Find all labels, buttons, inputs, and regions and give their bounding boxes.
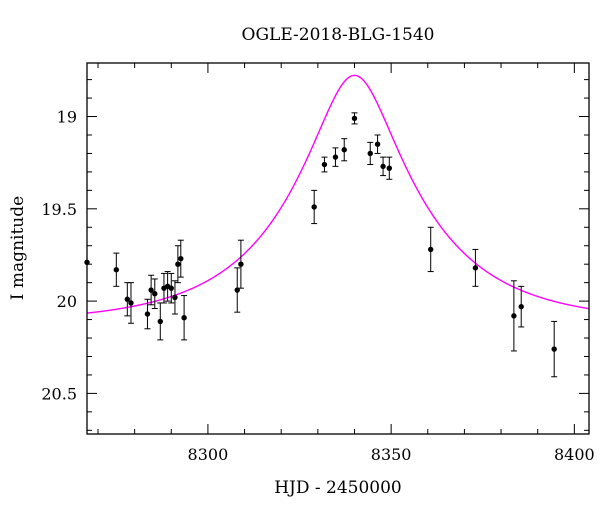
tick-marks xyxy=(87,63,589,434)
data-point xyxy=(374,141,381,147)
y-tick-label: 19.5 xyxy=(41,200,77,219)
data-point xyxy=(332,154,339,160)
x-tick-label: 8300 xyxy=(188,445,229,464)
x-tick-label: 8350 xyxy=(371,445,412,464)
data-point xyxy=(175,261,181,267)
model-curve xyxy=(86,74,590,314)
data-point xyxy=(172,294,178,301)
data-point xyxy=(511,313,517,319)
data-point xyxy=(113,267,120,273)
data-point xyxy=(238,261,244,267)
data-point xyxy=(341,147,347,153)
x-tick-label: 8400 xyxy=(554,445,595,464)
data-point xyxy=(428,246,434,253)
data-point xyxy=(157,318,163,325)
data-point xyxy=(367,150,373,157)
y-tick-label: 19 xyxy=(57,108,77,127)
plot-frame xyxy=(86,62,590,435)
chart-title: OGLE-2018-BLG-1540 xyxy=(242,25,435,45)
data-point xyxy=(178,255,184,262)
data-point xyxy=(518,303,524,310)
data-points xyxy=(84,112,558,378)
data-point xyxy=(148,287,154,293)
data-point xyxy=(351,115,358,122)
tick-labels: 8300 8350 8400 19 19.5 20 20.5 xyxy=(41,108,594,464)
y-tick-label: 20 xyxy=(57,292,77,311)
data-point xyxy=(168,285,174,291)
data-point xyxy=(144,311,151,317)
data-point xyxy=(181,315,187,321)
data-point xyxy=(386,165,392,171)
y-axis-label: I magnitude xyxy=(8,196,28,300)
data-point xyxy=(321,161,328,168)
x-axis-label: HJD - 2450000 xyxy=(274,478,402,498)
data-point xyxy=(472,265,479,271)
data-point xyxy=(124,296,131,302)
data-point xyxy=(128,300,134,306)
data-point xyxy=(551,346,557,352)
data-point xyxy=(380,163,386,170)
data-point xyxy=(152,291,158,297)
data-point xyxy=(311,204,317,210)
y-tick-label: 20.5 xyxy=(41,384,77,403)
